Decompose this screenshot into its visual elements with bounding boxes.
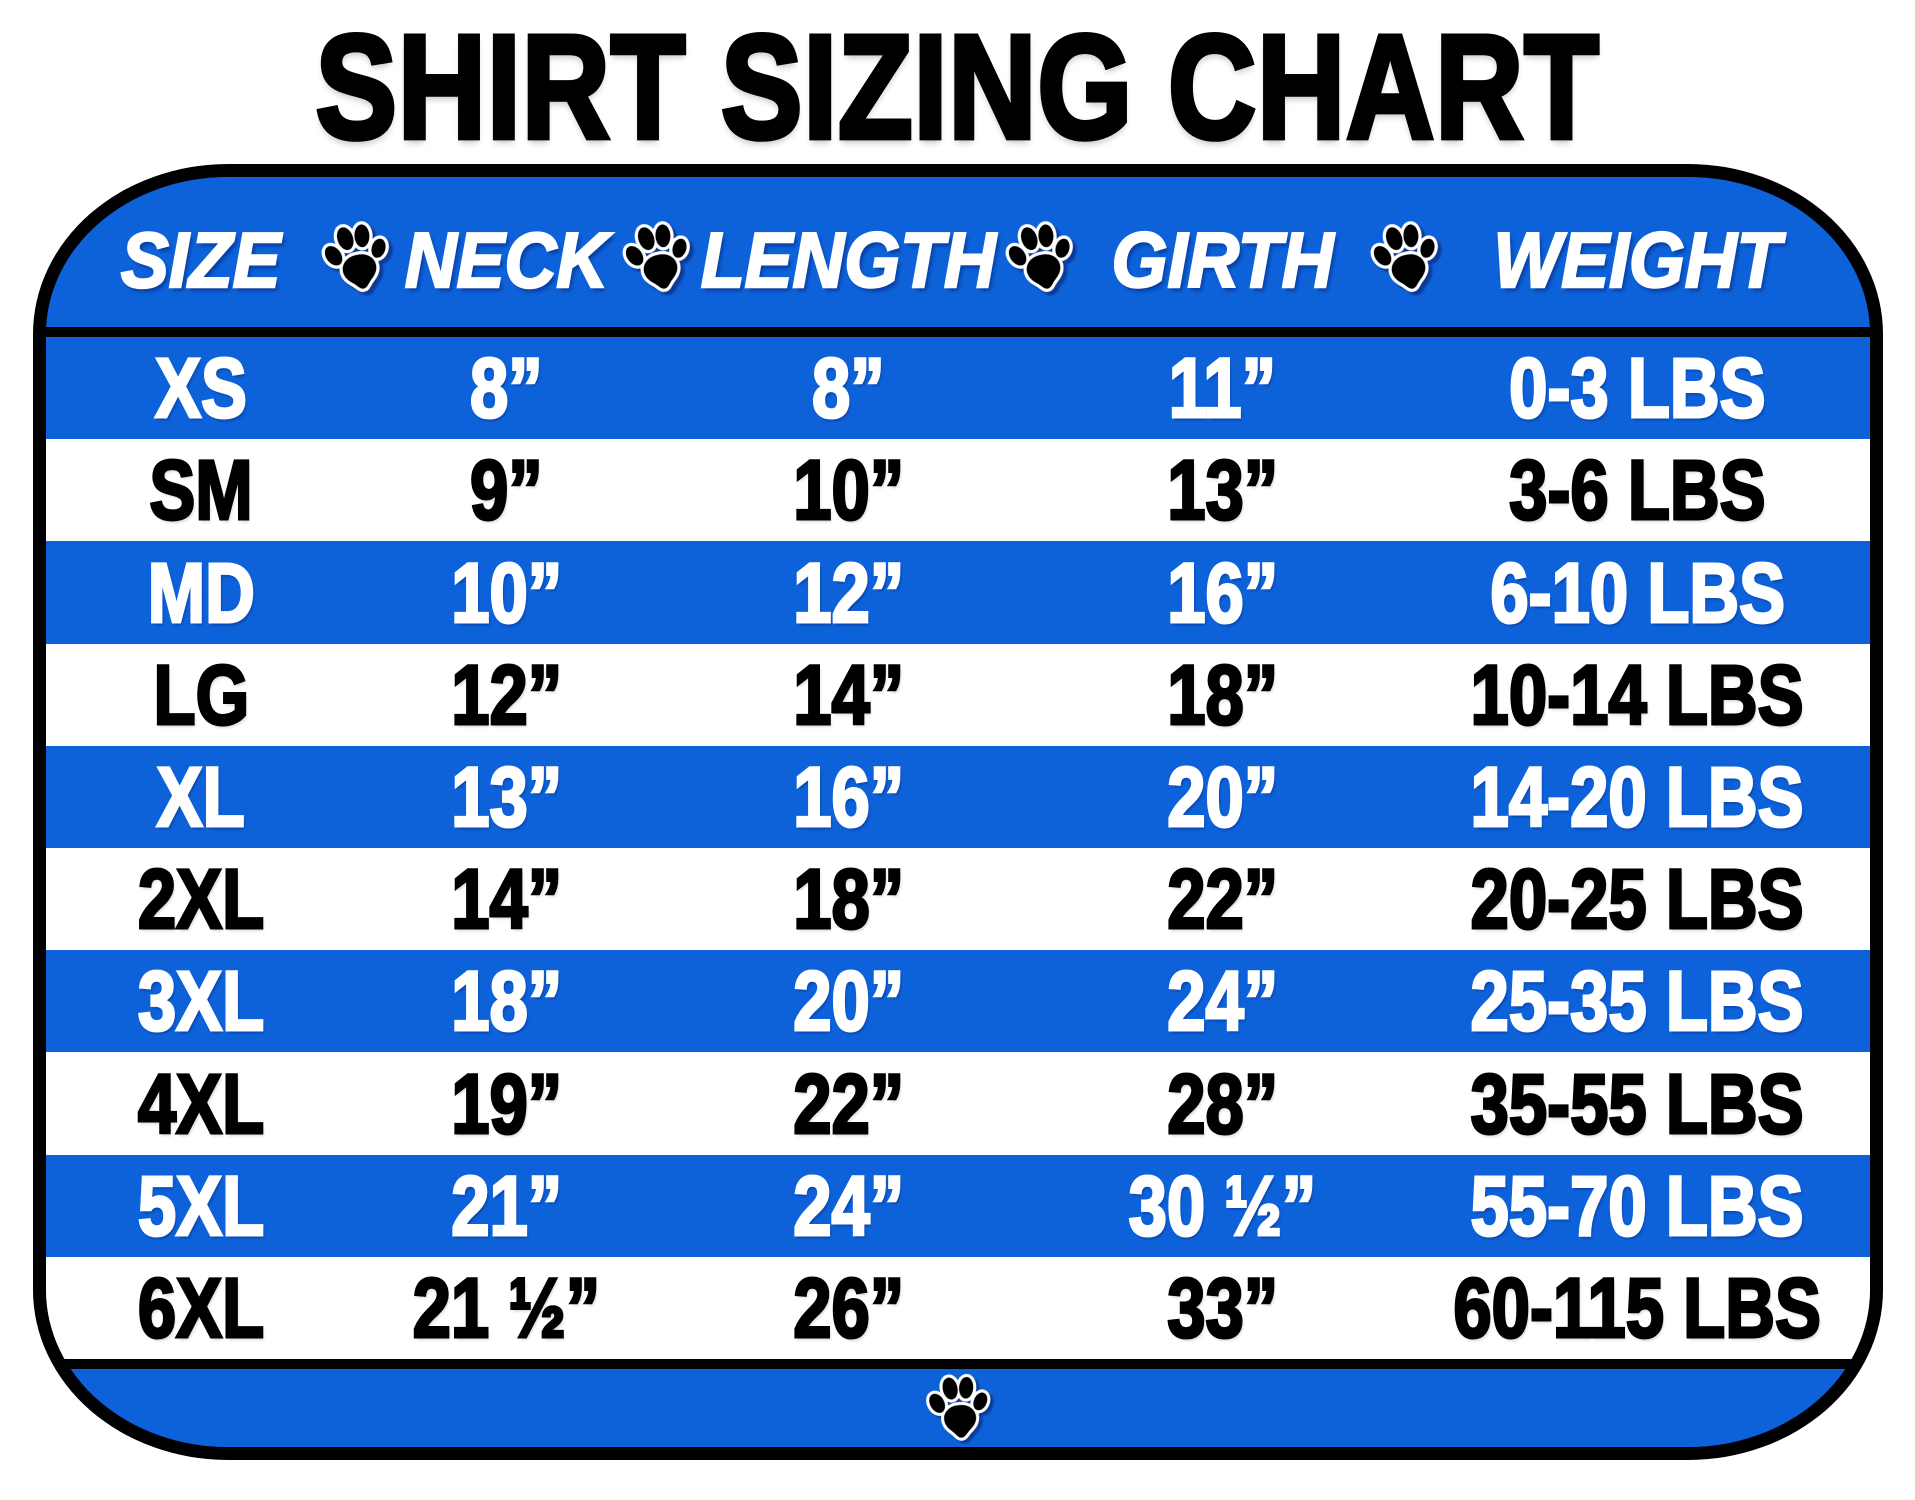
- sizing-table-panel: SIZE NECK LENGTH GIRTH WEIGHT XS 8” 8” 1…: [33, 164, 1883, 1460]
- cell-size: 3XL: [137, 954, 266, 1049]
- column-header-length: LENGTH: [700, 216, 997, 304]
- cell-length: 16”: [792, 749, 906, 844]
- cell-size: 6XL: [137, 1260, 266, 1355]
- cell-neck: 13”: [450, 749, 564, 844]
- cell-weight: 0-3 LBS: [1508, 341, 1767, 436]
- table-row-md: MD 10” 12” 16” 6-10 LBS: [46, 541, 1870, 644]
- cell-neck: 21”: [450, 1158, 564, 1253]
- table-row-lg: LG 12” 14” 18” 10-14 LBS: [46, 643, 1870, 746]
- cell-weight: 55-70 LBS: [1470, 1158, 1806, 1253]
- cell-neck: 10”: [450, 545, 564, 640]
- column-header-neck: NECK: [404, 216, 610, 304]
- cell-neck: 18”: [450, 954, 564, 1049]
- cell-size: 5XL: [137, 1158, 266, 1253]
- cell-girth: 13”: [1166, 443, 1280, 538]
- table-row-3xl: 3XL 18” 20” 24” 25-35 LBS: [46, 950, 1870, 1053]
- cell-length: 26”: [792, 1260, 906, 1355]
- header-divider-line: [46, 327, 1870, 337]
- table-row-6xl: 6XL 21 ½” 26” 33” 60-115 LBS: [46, 1256, 1870, 1360]
- column-header-weight: WEIGHT: [1493, 216, 1782, 304]
- column-header-size: SIZE: [120, 216, 282, 304]
- cell-neck: 9”: [469, 443, 544, 538]
- cell-length: 10”: [792, 443, 906, 538]
- table-header-row: SIZE NECK LENGTH GIRTH WEIGHT: [46, 177, 1870, 327]
- cell-neck: 12”: [450, 647, 564, 742]
- cell-weight: 35-55 LBS: [1470, 1056, 1806, 1151]
- cell-neck: 19”: [450, 1056, 564, 1151]
- cell-length: 18”: [792, 852, 906, 947]
- cell-size: LG: [152, 647, 250, 742]
- cell-neck: 14”: [450, 852, 564, 947]
- page-title: SHIRT SIZING CHART: [0, 11, 1915, 164]
- table-row-2xl: 2XL 14” 18” 22” 20-25 LBS: [46, 848, 1870, 951]
- cell-girth: 28”: [1166, 1056, 1280, 1151]
- table-row-xl: XL 13” 16” 20” 14-20 LBS: [46, 745, 1870, 849]
- table-row-sm: SM 9” 10” 13” 3-6 LBS: [46, 439, 1870, 542]
- cell-girth: 24”: [1166, 954, 1280, 1049]
- cell-length: 20”: [792, 954, 906, 1049]
- cell-neck: 8”: [469, 341, 544, 436]
- cell-size: MD: [146, 545, 256, 640]
- cell-size: XL: [156, 749, 246, 844]
- cell-size: 4XL: [137, 1056, 266, 1151]
- cell-size: 2XL: [137, 852, 266, 947]
- cell-neck: 21 ½”: [412, 1260, 602, 1355]
- cell-length: 22”: [792, 1056, 906, 1151]
- cell-weight: 3-6 LBS: [1508, 443, 1767, 538]
- cell-length: 12”: [792, 545, 906, 640]
- table-row-4xl: 4XL 19” 22” 28” 35-55 LBS: [46, 1052, 1870, 1155]
- cell-weight: 10-14 LBS: [1470, 647, 1806, 742]
- table-row-xs: XS 8” 8” 11” 0-3 LBS: [46, 337, 1870, 440]
- table-body: XS 8” 8” 11” 0-3 LBS SM 9” 10” 13” 3-6 L…: [46, 337, 1870, 1360]
- cell-weight: 25-35 LBS: [1470, 954, 1806, 1049]
- footer-divider-line: [46, 1359, 1870, 1369]
- cell-length: 14”: [792, 647, 906, 742]
- paw-icon: [1358, 209, 1452, 307]
- cell-girth: 33”: [1166, 1260, 1280, 1355]
- cell-weight: 60-115 LBS: [1452, 1260, 1822, 1355]
- cell-length: 24”: [792, 1158, 906, 1253]
- cell-girth: 16”: [1166, 545, 1280, 640]
- column-header-girth: GIRTH: [1110, 216, 1334, 304]
- cell-girth: 22”: [1166, 852, 1280, 947]
- cell-weight: 14-20 LBS: [1470, 749, 1806, 844]
- cell-girth: 20”: [1166, 749, 1280, 844]
- page-title-text: SHIRT SIZING CHART: [313, 4, 1601, 171]
- table-footer: [46, 1369, 1870, 1447]
- cell-girth: 30 ½”: [1127, 1158, 1317, 1253]
- cell-size: XS: [154, 341, 248, 436]
- cell-length: 8”: [811, 341, 886, 436]
- cell-weight: 20-25 LBS: [1470, 852, 1806, 947]
- paw-icon: [918, 1365, 999, 1451]
- cell-girth: 11”: [1168, 341, 1278, 436]
- cell-girth: 18”: [1166, 647, 1280, 742]
- cell-size: SM: [148, 443, 254, 538]
- table-row-5xl: 5XL 21” 24” 30 ½” 55-70 LBS: [46, 1154, 1870, 1257]
- cell-weight: 6-10 LBS: [1489, 545, 1786, 640]
